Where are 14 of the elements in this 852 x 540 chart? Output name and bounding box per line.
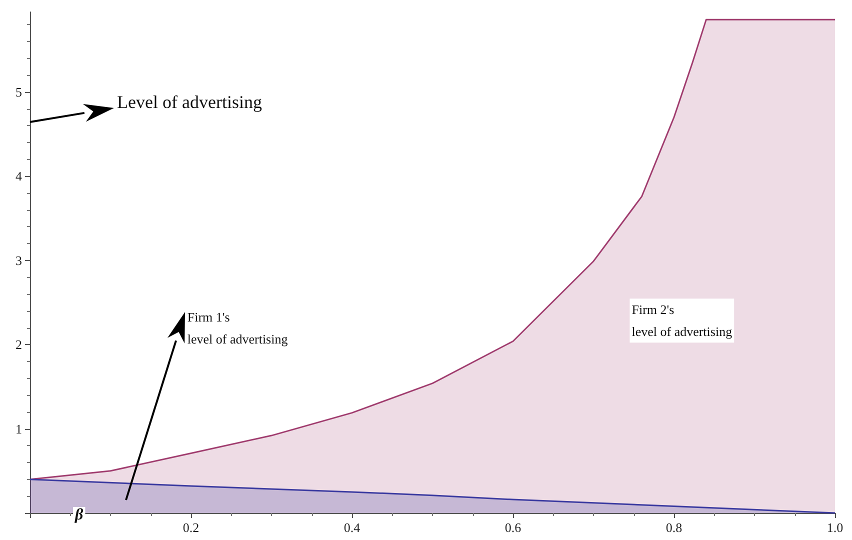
y-tick-label: 1 [16,421,22,436]
y-tick-label: 3 [16,252,22,268]
series-label: Firm 2's level of advertising [632,302,733,340]
x-tick-label: 0.6 [504,520,522,535]
y-axis-title: Level of advertising [117,92,262,112]
x-tick-label: 1.0 [826,520,844,535]
y-tick-label: 4 [16,168,22,184]
text: Firm 1's level of advertising [187,310,288,347]
y-tick-label: 5 [16,84,22,100]
y-tick-label: 2 [16,337,22,352]
x-tick-label: 0.4 [344,520,361,535]
x-tick-label: 0.8 [666,520,682,535]
x-tick-label: 0.2 [182,520,200,535]
x-axis-title: β [74,506,84,524]
